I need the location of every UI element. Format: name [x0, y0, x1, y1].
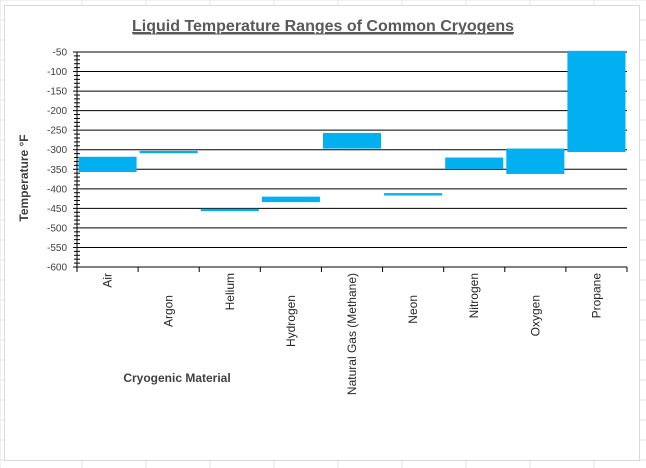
- y-axis: -50 -100 -150 -200 -250 -300 -350 -400 -450 -500 -…: [47, 48, 80, 274]
- y-tick-label: -150: [47, 87, 67, 98]
- y-tick-label: -550: [47, 243, 67, 254]
- x-tick-label: Neon: [406, 295, 420, 324]
- y-tick-label: -50: [53, 48, 68, 59]
- bar-helium[interactable]: [200, 208, 259, 212]
- chart-area[interactable]: [4, 5, 640, 461]
- y-tick-label: -450: [47, 204, 67, 215]
- y-tick-label: -250: [47, 126, 67, 137]
- y-tick-label: -300: [47, 145, 67, 156]
- bar-propane[interactable]: [567, 50, 626, 153]
- bar-neon[interactable]: [384, 193, 443, 196]
- y-tick-label: -350: [47, 165, 67, 176]
- x-tick-label: Hydrogen: [284, 295, 298, 347]
- x-axis: Air Argon Helium Hydrogen Natural Gas (Metha…: [76, 267, 628, 395]
- y-tick-label: -100: [47, 67, 67, 78]
- x-tick-label: Air: [101, 273, 115, 288]
- y-tick-label: -200: [47, 106, 67, 117]
- x-tick-label: Natural Gas (Methane): [345, 273, 359, 395]
- x-tick-label: Oxygen: [528, 295, 542, 336]
- y-tick-label: -500: [47, 223, 67, 234]
- bar-oxygen[interactable]: [506, 148, 565, 174]
- x-tick-label: Propane: [589, 273, 603, 319]
- y-tick-label: -400: [47, 184, 67, 195]
- x-tick-label: Argon: [162, 295, 176, 327]
- bar-natural-gas-methane[interactable]: [322, 132, 382, 149]
- bar-argon[interactable]: [139, 150, 198, 154]
- bar-nitrogen[interactable]: [445, 157, 504, 169]
- x-tick-label: Nitrogen: [467, 273, 481, 318]
- bar-hydrogen[interactable]: [261, 196, 320, 203]
- y-tick-label: -600: [47, 263, 67, 274]
- x-tick-label: Helium: [223, 273, 237, 310]
- x-axis-title[interactable]: Cryogenic Material: [123, 371, 230, 385]
- bar-air[interactable]: [78, 156, 137, 173]
- bars: [78, 50, 626, 212]
- chart-title[interactable]: Liquid Temperature Ranges of Common Cryo…: [132, 18, 514, 35]
- gridlines: [77, 51, 627, 268]
- y-axis-title[interactable]: Temperature °F: [17, 134, 31, 221]
